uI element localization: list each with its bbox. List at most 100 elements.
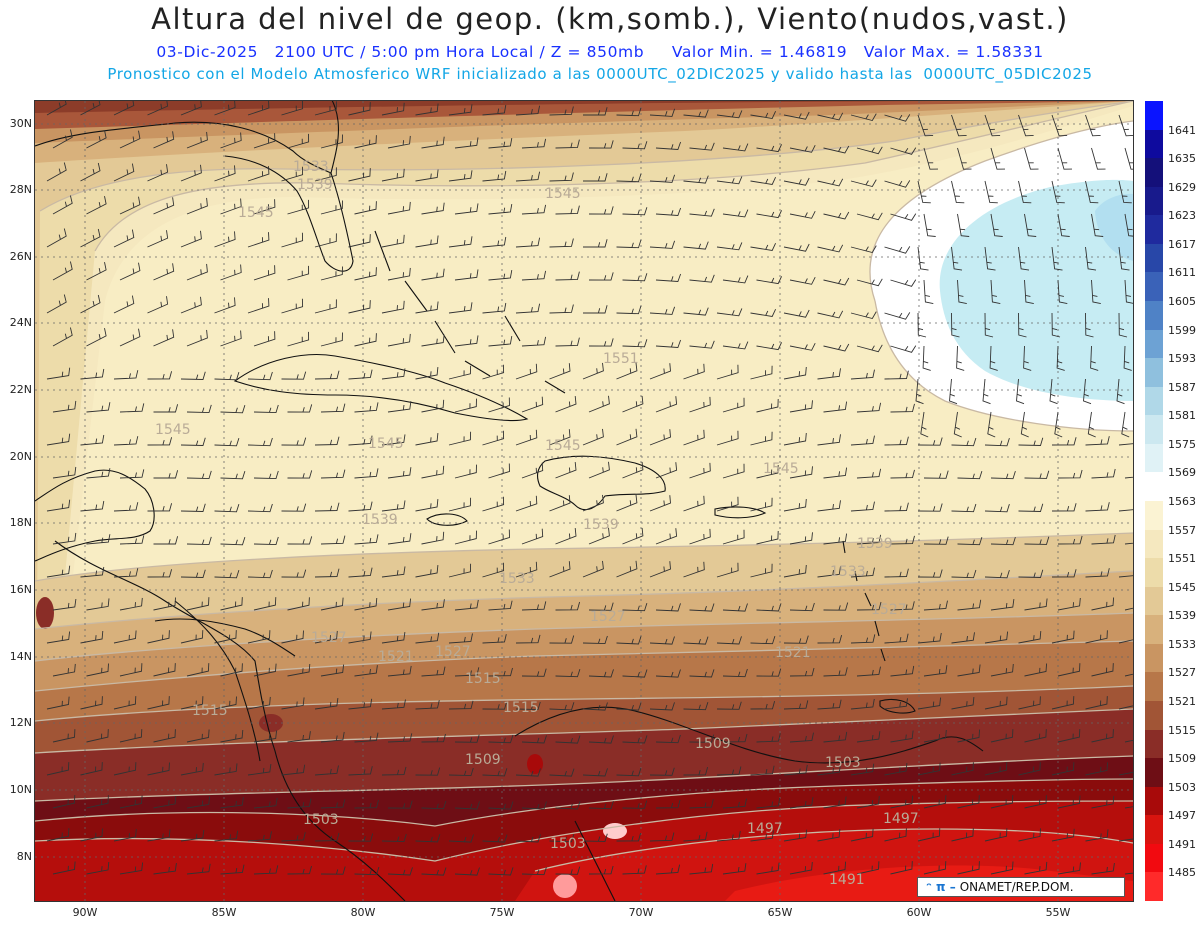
wind-barb xyxy=(583,239,608,248)
wind-barb xyxy=(1057,469,1083,479)
wind-barb xyxy=(957,470,983,480)
wind-barb xyxy=(86,663,109,677)
wind-barb xyxy=(890,665,915,677)
wind-barb xyxy=(582,768,608,777)
wind-barb xyxy=(387,267,411,281)
wind-barb xyxy=(1087,411,1096,438)
wind-barb xyxy=(923,147,939,170)
wind-barb xyxy=(381,300,405,314)
wind-barb xyxy=(1024,147,1039,170)
wind-barb xyxy=(281,630,304,644)
colorbar-segment xyxy=(1145,843,1163,873)
wind-barb xyxy=(957,861,980,875)
wind-barb xyxy=(616,494,638,512)
wind-barb xyxy=(186,729,210,743)
wind-barb xyxy=(119,729,143,743)
wind-barb xyxy=(448,302,473,314)
wind-barb xyxy=(817,244,844,253)
wind-barb xyxy=(683,561,705,578)
lon-label: 60W xyxy=(906,906,932,919)
wind-barb xyxy=(951,828,974,842)
wind-barb xyxy=(856,146,883,155)
wind-barb xyxy=(515,495,538,512)
wind-barb xyxy=(454,667,480,677)
wind-barb xyxy=(850,763,875,776)
lon-label: 75W xyxy=(489,906,515,919)
wind-barb xyxy=(515,701,541,711)
wind-barb xyxy=(588,669,614,678)
wind-barb xyxy=(823,211,850,220)
wind-barb xyxy=(52,861,76,875)
colorbar-label: 1509 xyxy=(1168,752,1196,766)
wind-barb xyxy=(214,231,236,248)
wind-barb xyxy=(649,306,676,315)
wind-barb xyxy=(381,368,406,380)
wind-barb xyxy=(1091,213,1104,237)
wind-barb xyxy=(454,269,479,281)
wind-barb xyxy=(1118,509,1133,512)
wind-barb xyxy=(716,496,739,512)
wind-barb xyxy=(750,497,773,512)
wind-barb xyxy=(515,171,541,182)
wind-barb xyxy=(884,633,909,644)
wind-barb xyxy=(381,434,406,446)
wind-barb xyxy=(119,862,144,875)
wind-barb xyxy=(314,630,338,644)
wind-barb xyxy=(180,164,202,182)
wind-barb xyxy=(622,207,648,216)
wind-barb xyxy=(46,631,71,644)
wind-barb xyxy=(655,603,681,612)
wind-barb xyxy=(823,467,848,479)
wind-barb xyxy=(1018,762,1041,776)
wind-barb xyxy=(984,503,1010,513)
wind-barb xyxy=(415,632,440,644)
wind-barb xyxy=(515,834,541,843)
contour-label: 1545 xyxy=(238,205,274,221)
wind-barb xyxy=(354,201,377,215)
wind-barb xyxy=(214,437,240,447)
wind-barb xyxy=(823,401,848,413)
wind-barb xyxy=(756,210,783,219)
wind-barbs xyxy=(46,101,1133,876)
wind-barb xyxy=(1049,378,1058,405)
wind-barb xyxy=(850,698,875,710)
wind-barb xyxy=(220,536,246,546)
wind-barb xyxy=(917,180,931,204)
wind-barb xyxy=(555,205,580,215)
wind-barb xyxy=(622,461,644,479)
colorbar-segment xyxy=(1145,158,1163,188)
colorbar-segment xyxy=(1145,672,1163,702)
wind-barb xyxy=(884,502,909,512)
wind-barb xyxy=(421,334,445,347)
wind-barb xyxy=(119,130,141,149)
wind-barb xyxy=(521,528,544,545)
wind-barb xyxy=(113,163,135,182)
wind-barb xyxy=(1018,246,1030,271)
wind-barb xyxy=(180,829,205,842)
wind-barb xyxy=(220,663,243,677)
wind-barb xyxy=(421,867,447,876)
wind-barb xyxy=(549,768,575,777)
wind-barb xyxy=(1118,639,1133,644)
wind-barb xyxy=(616,702,642,711)
wind-barb xyxy=(1054,411,1063,438)
wind-barb xyxy=(616,636,642,645)
wind-barb xyxy=(683,175,709,184)
wind-barb xyxy=(153,663,176,677)
wind-barb xyxy=(823,343,850,352)
wind-barb xyxy=(823,861,847,875)
wind-barb xyxy=(923,795,947,809)
wind-barb xyxy=(86,130,107,149)
wind-barb xyxy=(281,371,307,380)
wind-barb xyxy=(1118,575,1133,578)
wind-barb xyxy=(253,265,276,281)
wind-barb xyxy=(314,167,337,182)
wind-barb xyxy=(655,339,682,348)
wind-barb xyxy=(957,664,981,677)
wind-barb xyxy=(448,104,473,116)
wind-barb xyxy=(1023,345,1032,371)
wind-barb xyxy=(683,241,709,250)
contour-label: 1503 xyxy=(303,812,339,828)
wind-barb xyxy=(890,345,917,353)
wind-barb xyxy=(119,196,141,215)
